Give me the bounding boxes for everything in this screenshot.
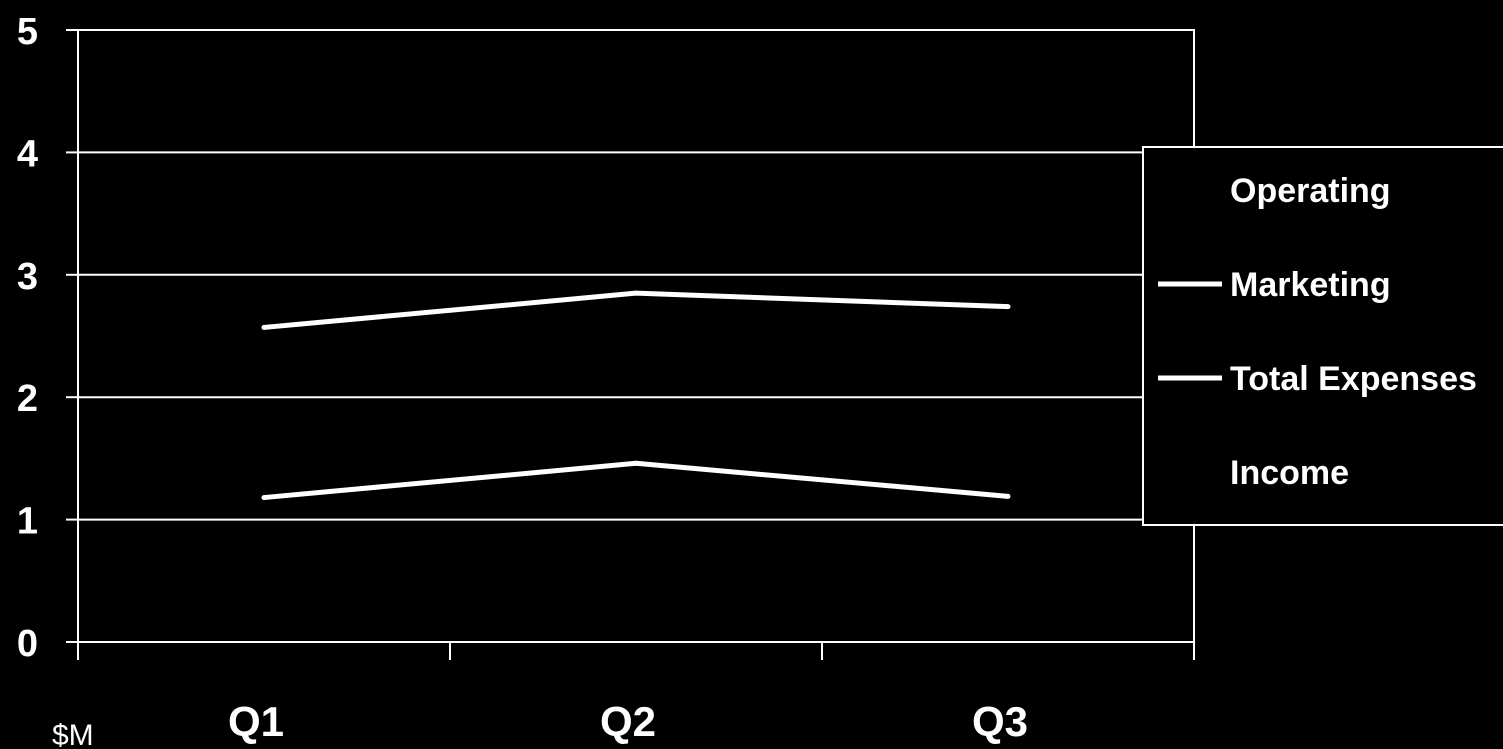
y-tick-label: 3	[17, 256, 38, 298]
x-tick-label: Q1	[228, 698, 284, 745]
data-point	[633, 290, 639, 296]
y-axis: 0 1 2 3 4 5	[17, 11, 78, 665]
series-line-marketing	[263, 290, 1009, 330]
data-point	[1005, 493, 1011, 499]
legend-entry: Total Expenses	[1230, 360, 1477, 398]
legend-entry: Operating	[1230, 172, 1391, 210]
legend: Operating Marketing Total Expenses Income	[1142, 146, 1503, 526]
legend-entry: Marketing	[1230, 266, 1391, 304]
y-tick-label: 4	[17, 133, 38, 175]
y-tick-label: 5	[17, 11, 38, 53]
data-point	[261, 324, 267, 330]
data-point	[633, 460, 639, 466]
series-line-total-expenses	[263, 460, 1009, 501]
x-tick-label: Q3	[972, 698, 1028, 745]
y-axis-unit-label: $M	[52, 719, 94, 749]
gridlines	[78, 151, 1194, 521]
data-point	[261, 495, 267, 501]
series-lines	[261, 290, 1011, 501]
legend-entry: Income	[1230, 454, 1349, 492]
y-tick-label: 0	[17, 623, 38, 665]
y-tick-label: 2	[17, 378, 38, 420]
x-tick-label: Q2	[600, 698, 656, 745]
y-tick-label: 1	[17, 501, 38, 543]
legend-box	[1142, 146, 1503, 526]
data-point	[1005, 304, 1011, 310]
plot-area-frame	[77, 29, 1195, 643]
x-axis: Q1 Q2 Q3	[77, 642, 1195, 745]
